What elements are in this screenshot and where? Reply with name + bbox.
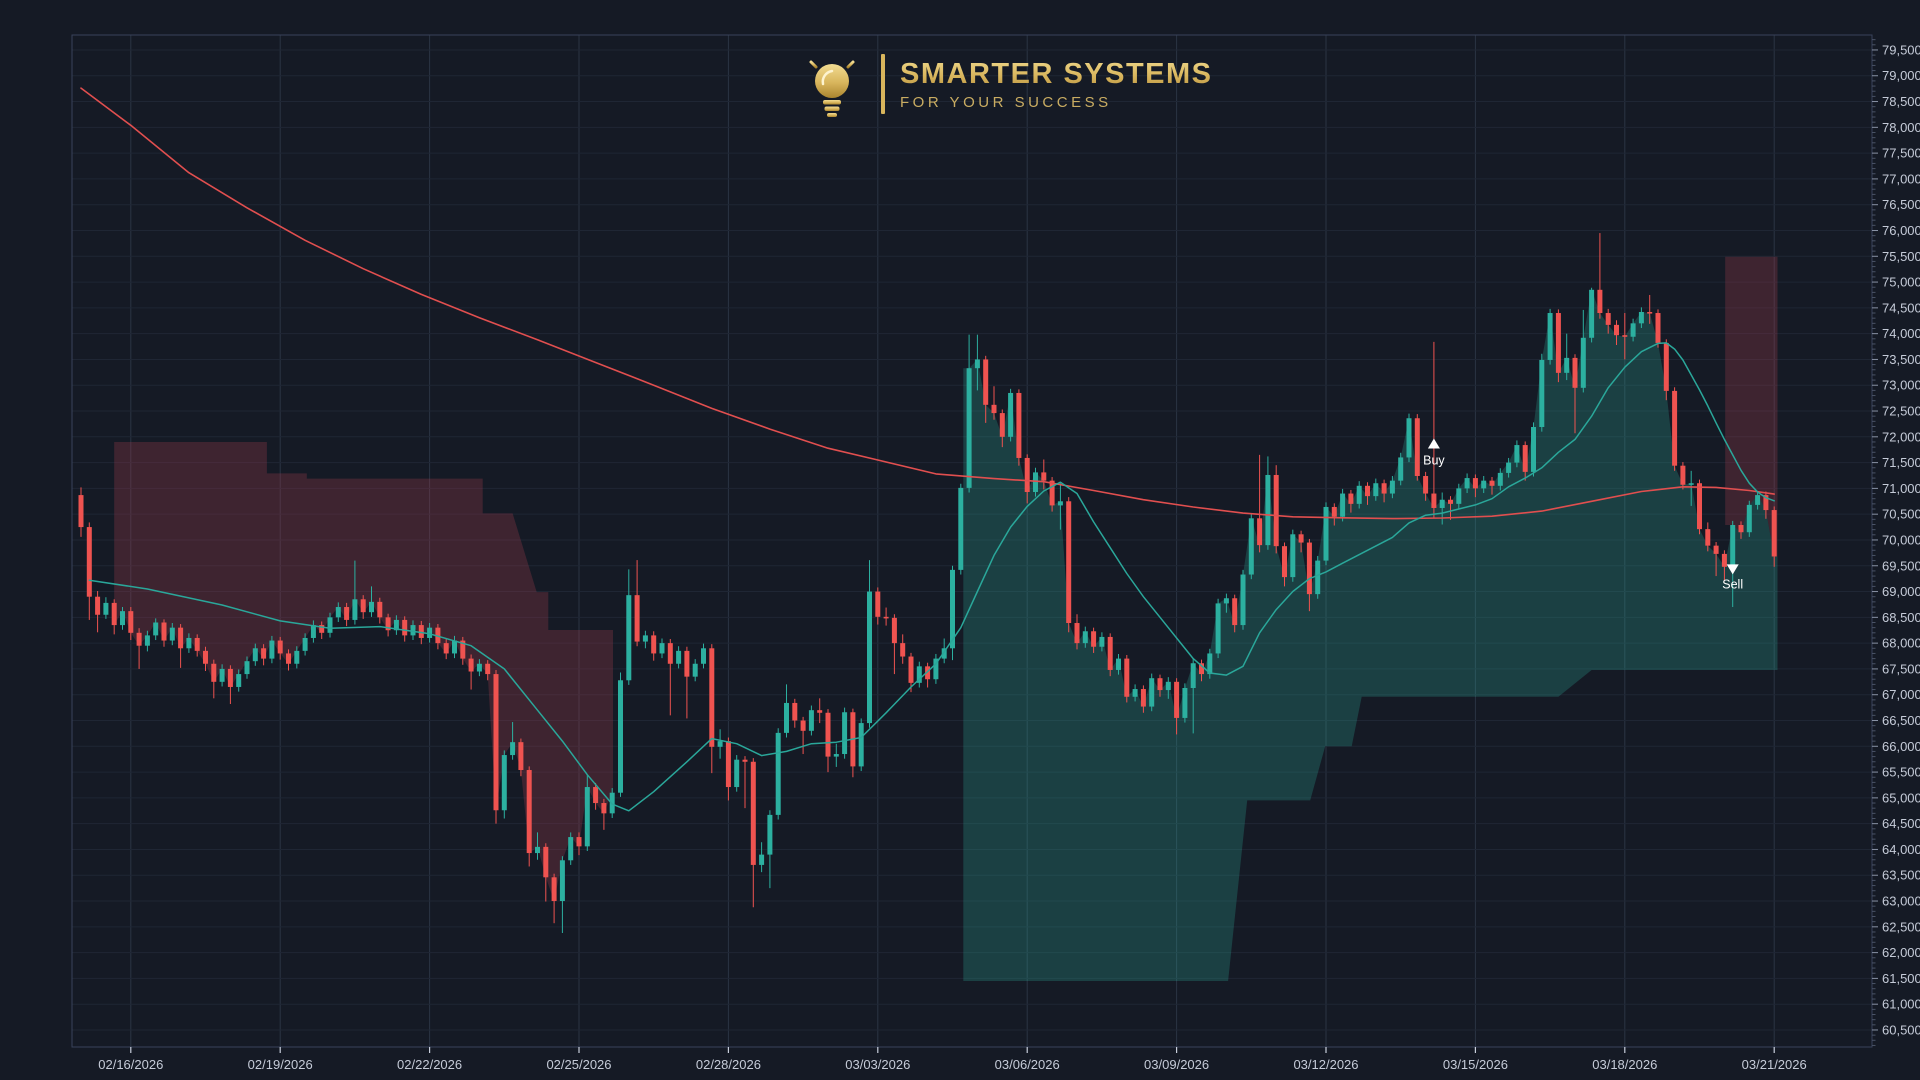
x-axis-label: 03/21/2026	[1742, 1057, 1807, 1072]
y-axis-label: 62,500	[1882, 919, 1920, 934]
y-axis-label: 66,000	[1882, 739, 1920, 754]
buy-signal-marker	[1427, 438, 1440, 449]
brand-logo: SMARTER SYSTEMS FOR YOUR SUCCESS	[793, 44, 1213, 124]
sell-signal-label: Sell	[1722, 577, 1743, 591]
y-axis-label: 78,000	[1882, 120, 1920, 135]
y-axis-label: 62,000	[1882, 945, 1920, 960]
y-axis-label: 70,000	[1882, 532, 1920, 547]
y-axis-label: 64,000	[1882, 842, 1920, 857]
y-axis-label: 79,000	[1882, 68, 1920, 83]
brand-name: SMARTER SYSTEMS	[900, 57, 1213, 90]
bearish-zone-2	[1725, 256, 1778, 557]
y-axis-label: 75,000	[1882, 275, 1920, 290]
logo-divider	[881, 54, 885, 114]
bullish-zone	[963, 289, 1778, 981]
x-axis-label: 03/15/2026	[1443, 1057, 1508, 1072]
x-axis-label: 03/09/2026	[1144, 1057, 1209, 1072]
y-axis-label: 76,500	[1882, 197, 1920, 212]
y-axis-label: 73,500	[1882, 352, 1920, 367]
y-axis-label: 72,000	[1882, 429, 1920, 444]
y-axis-label: 77,000	[1882, 171, 1920, 186]
x-axis-label: 02/25/2026	[546, 1057, 611, 1072]
x-axis-label: 02/28/2026	[696, 1057, 761, 1072]
y-axis-label: 61,000	[1882, 997, 1920, 1012]
y-axis-label: 68,500	[1882, 610, 1920, 625]
y-axis-label: 78,500	[1882, 94, 1920, 109]
x-axis-label: 03/03/2026	[845, 1057, 910, 1072]
y-axis-label: 67,500	[1882, 661, 1920, 676]
vertical-gridlines	[130, 35, 1775, 1047]
y-axis-label: 71,000	[1882, 481, 1920, 496]
y-axis: 60,500 61,000 61,500 62,000 62,500 63,000 63,5…	[1872, 39, 1920, 1046]
lightbulb-icon	[795, 46, 869, 117]
y-axis-label: 79,500	[1882, 42, 1920, 57]
y-axis-label: 67,000	[1882, 687, 1920, 702]
x-axis-label: 03/12/2026	[1293, 1057, 1358, 1072]
x-axis-label: 03/06/2026	[995, 1057, 1060, 1072]
y-axis-label: 75,500	[1882, 249, 1920, 264]
y-axis-label: 65,000	[1882, 790, 1920, 805]
x-axis-label: 02/22/2026	[397, 1057, 462, 1072]
y-axis-label: 70,500	[1882, 507, 1920, 522]
bearish-zone-1	[114, 442, 613, 901]
x-axis-label: 02/16/2026	[98, 1057, 163, 1072]
y-axis-label: 77,500	[1882, 146, 1920, 161]
x-axis: 02/16/2026 02/19/2026 02/22/2026 02/25/2026…	[98, 1047, 1807, 1072]
horizontal-gridlines	[72, 49, 1872, 1031]
y-axis-label: 72,500	[1882, 404, 1920, 419]
y-axis-label: 74,500	[1882, 300, 1920, 315]
y-axis-label: 69,000	[1882, 584, 1920, 599]
buy-signal-label: Buy	[1423, 454, 1445, 468]
signal-markers: Buy Sell	[1423, 438, 1743, 591]
y-axis-label: 68,000	[1882, 636, 1920, 651]
long-ma-line	[80, 87, 1775, 520]
y-axis-label: 65,500	[1882, 765, 1920, 780]
y-axis-label: 63,000	[1882, 894, 1920, 909]
trend-zones	[114, 256, 1778, 981]
x-axis-label: 03/18/2026	[1592, 1057, 1657, 1072]
y-axis-label: 61,500	[1882, 971, 1920, 986]
brand-tagline: FOR YOUR SUCCESS	[900, 93, 1112, 111]
candles-layer	[78, 233, 1777, 934]
y-axis-label: 71,500	[1882, 455, 1920, 470]
y-axis-label: 73,000	[1882, 378, 1920, 393]
y-axis-label: 64,500	[1882, 816, 1920, 831]
y-axis-label: 74,000	[1882, 326, 1920, 341]
y-axis-label: 76,000	[1882, 223, 1920, 238]
short-ma-line	[88, 342, 1775, 812]
y-axis-label: 66,500	[1882, 713, 1920, 728]
sell-signal-marker	[1726, 564, 1739, 575]
y-axis-label: 63,500	[1882, 868, 1920, 883]
y-axis-label: 69,500	[1882, 558, 1920, 573]
y-axis-label: 60,500	[1882, 1022, 1920, 1037]
x-axis-label: 02/19/2026	[248, 1057, 313, 1072]
